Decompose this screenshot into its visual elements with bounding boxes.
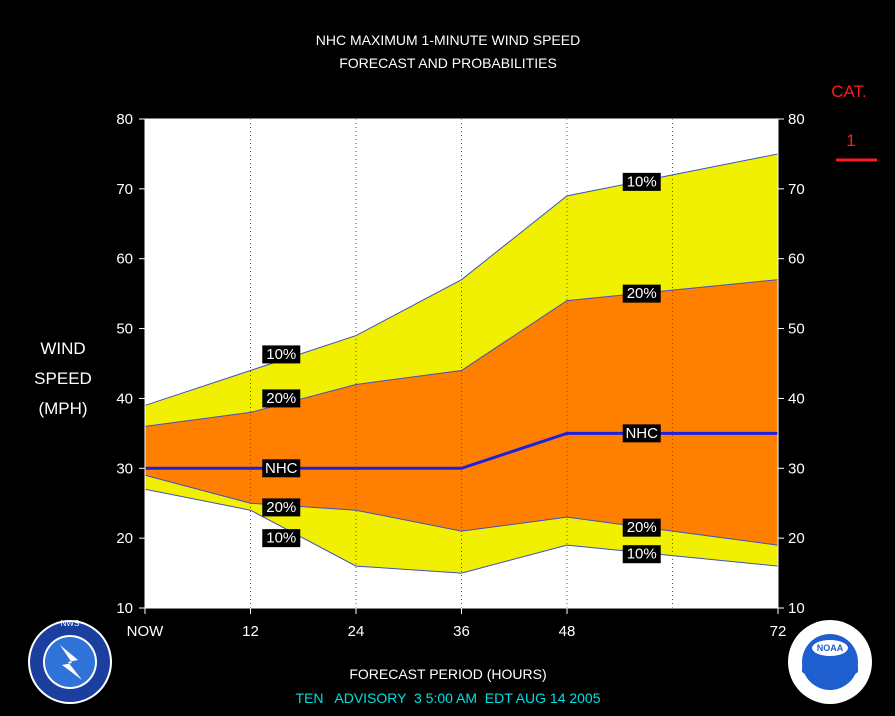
nws-logo: NWS bbox=[28, 619, 112, 704]
y-tick-label-left: 80 bbox=[116, 111, 133, 128]
band-label: 10% bbox=[262, 345, 301, 364]
band-label-text: 10% bbox=[266, 346, 296, 363]
y-tick-label-left: 10 bbox=[116, 600, 133, 617]
y-axis-label-line1: WIND bbox=[40, 339, 85, 358]
band-label-text: 20% bbox=[627, 285, 657, 302]
band-labels: 10% 20% NHC 20% 10% 10% 20% NHC 20% 10% bbox=[262, 172, 661, 564]
band-label-box bbox=[262, 529, 301, 548]
y-axis-right-ticks: 10 20 30 40 50 60 70 80 bbox=[778, 111, 805, 617]
x-tick-label: 24 bbox=[348, 623, 365, 640]
y-tick-label-left: 40 bbox=[116, 390, 133, 407]
band-label-box bbox=[262, 389, 301, 408]
advisory-footer: TEN ADVISORY 3 5:00 AM EDT AUG 14 2005 bbox=[295, 690, 600, 706]
y-axis-label-line2: SPEED bbox=[34, 369, 92, 388]
y-tick-label-left: 60 bbox=[116, 251, 133, 268]
band-label-text: 20% bbox=[266, 390, 296, 407]
band-label-box bbox=[622, 545, 661, 564]
band-label-box bbox=[262, 345, 301, 364]
noaa-logo-text: NOAA bbox=[817, 643, 844, 653]
band-label-box bbox=[262, 498, 301, 517]
band-label-box bbox=[622, 518, 661, 537]
x-tick-label: 36 bbox=[453, 623, 470, 640]
band-label-box bbox=[622, 172, 661, 191]
band-label-text: 20% bbox=[627, 519, 657, 536]
band-label-text: 10% bbox=[627, 546, 657, 563]
chart-title-line1: NHC MAXIMUM 1-MINUTE WIND SPEED bbox=[316, 32, 580, 48]
y-tick-label-right: 40 bbox=[788, 390, 805, 407]
band-label-box bbox=[622, 424, 661, 443]
chart-title-line2: FORECAST AND PROBABILITIES bbox=[339, 55, 557, 71]
x-tick-label: 12 bbox=[242, 623, 259, 640]
category-value: 1 bbox=[846, 131, 855, 150]
y-tick-label-right: 30 bbox=[788, 460, 805, 477]
band-label: 10% bbox=[622, 172, 661, 191]
noaa-logo: NOAA bbox=[788, 620, 872, 704]
y-tick-label-right: 10 bbox=[788, 600, 805, 617]
y-tick-label-right: 70 bbox=[788, 181, 805, 198]
band-label: 10% bbox=[262, 529, 301, 548]
plot-area bbox=[144, 118, 779, 609]
y-tick-label-right: 80 bbox=[788, 111, 805, 128]
band-label: 20% bbox=[622, 518, 661, 537]
band-label: 20% bbox=[262, 498, 301, 517]
band-label: 10% bbox=[622, 545, 661, 564]
y-tick-label-left: 30 bbox=[116, 460, 133, 477]
y-tick-label-right: 60 bbox=[788, 251, 805, 268]
x-tick-label: 48 bbox=[559, 623, 576, 640]
band-label: 20% bbox=[262, 389, 301, 408]
band-label-text: NHC bbox=[265, 460, 298, 477]
x-axis-ticks: NOW 12 24 36 48 72 bbox=[127, 608, 787, 640]
band-label: 20% bbox=[622, 284, 661, 303]
band-label: NHC bbox=[262, 459, 301, 478]
y-axis-label-line3: (MPH) bbox=[38, 399, 87, 418]
y-tick-label-left: 20 bbox=[116, 530, 133, 547]
y-tick-label-right: 20 bbox=[788, 530, 805, 547]
nhc-forecast-line bbox=[145, 431, 778, 470]
y-tick-label-left: 50 bbox=[116, 321, 133, 338]
nws-logo-text: NWS bbox=[61, 619, 80, 628]
y-tick-label-left: 70 bbox=[116, 181, 133, 198]
x-tick-label: 72 bbox=[770, 623, 787, 640]
band-label-text: 10% bbox=[266, 530, 296, 547]
y-tick-label-right: 50 bbox=[788, 321, 805, 338]
band-label: NHC bbox=[622, 424, 661, 443]
category-label: CAT. bbox=[831, 82, 867, 101]
y-axis-left-ticks: 10 20 30 40 50 60 70 80 bbox=[116, 111, 145, 617]
band-label-text: 20% bbox=[266, 499, 296, 516]
band-label-text: 10% bbox=[627, 173, 657, 190]
band-label-box bbox=[262, 459, 301, 478]
band-label-box bbox=[622, 284, 661, 303]
x-tick-label: NOW bbox=[127, 623, 165, 640]
band-label-text: NHC bbox=[625, 425, 658, 442]
x-axis-label: FORECAST PERIOD (HOURS) bbox=[349, 666, 546, 682]
